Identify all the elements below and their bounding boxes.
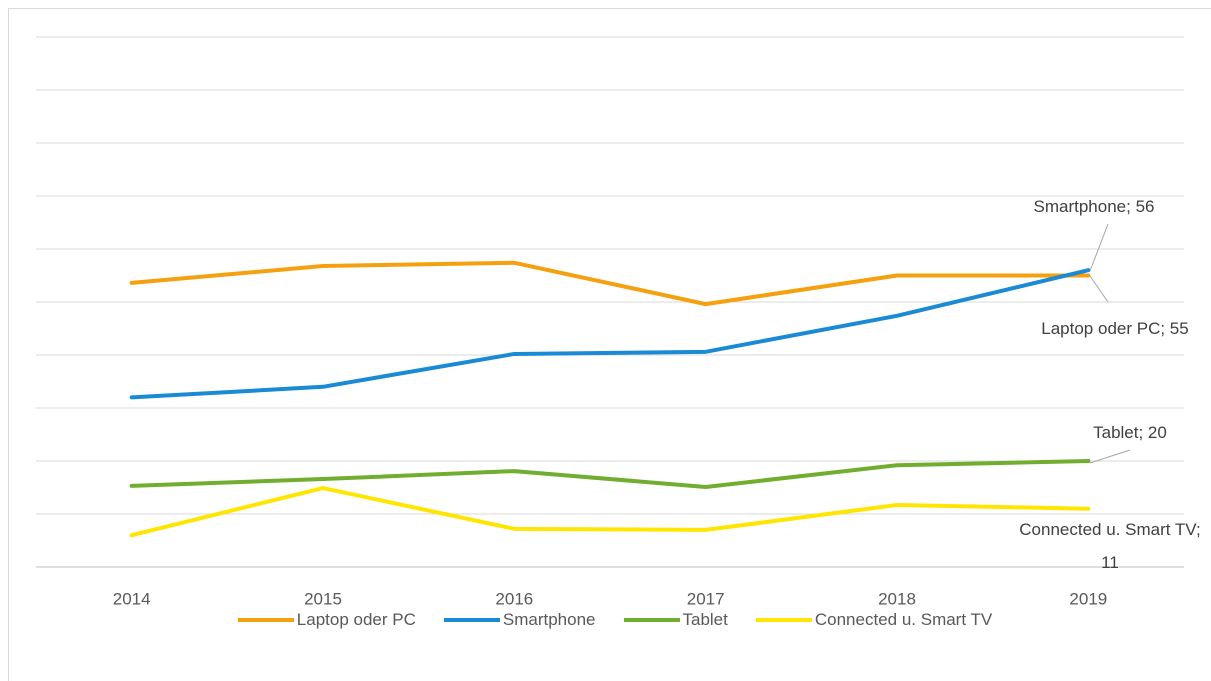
series-line (129, 260, 1091, 307)
x-tick-label: 2017 (687, 589, 725, 608)
legend-swatch (443, 618, 500, 622)
x-tick-label: 2019 (1069, 589, 1107, 608)
x-tick-label: 2016 (495, 589, 533, 608)
chart-border (8, 8, 1211, 681)
legend-swatch (623, 618, 680, 622)
legend-swatch (237, 618, 294, 622)
legend-item: Laptop oder PC (237, 610, 416, 630)
legend-label: Laptop oder PC (296, 610, 416, 629)
legend-swatch (755, 618, 812, 622)
data-label: Tablet; 20 (1093, 423, 1167, 442)
leader-line (1089, 275, 1109, 303)
data-label: Smartphone; 56 (1033, 197, 1155, 216)
legend-item: Tablet (623, 610, 728, 630)
x-tick-label: 2015 (304, 589, 342, 608)
legend-label: Smartphone (502, 610, 596, 629)
x-tick-label: 2018 (878, 589, 916, 608)
x-tick-label: 2014 (113, 589, 151, 608)
data-label: Laptop oder PC; 55 (1041, 319, 1189, 338)
legend-item: Connected u. Smart TV (755, 610, 993, 630)
legend-item: Smartphone (443, 610, 596, 630)
legend-label: Connected u. Smart TV (814, 610, 993, 629)
series-line (129, 268, 1091, 400)
legend: Laptop oder PC Smartphone Tablet Connected … (0, 610, 1211, 630)
leader-line (1089, 449, 1131, 464)
leader-line (1089, 223, 1109, 272)
series-line (129, 486, 1091, 538)
legend-label: Tablet (682, 610, 728, 629)
series-line (129, 459, 1091, 489)
data-label: Connected u. Smart TV; 11 (1019, 520, 1201, 572)
